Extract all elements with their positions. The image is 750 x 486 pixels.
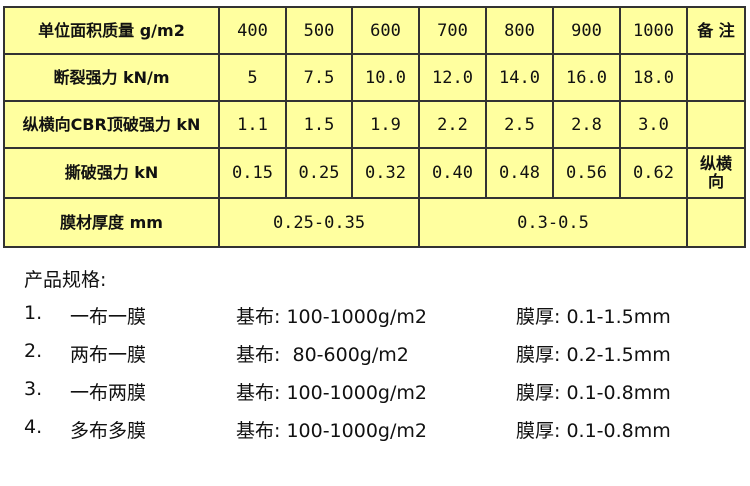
cell: 3.0: [619, 100, 688, 149]
cell: 0.15: [218, 147, 287, 199]
item-base: 基布: 80-600g/m2: [236, 344, 409, 366]
item-film: 膜厚: 0.1-1.5mm: [516, 306, 671, 328]
table-row: 断裂强力 kN/m 5 7.5 10.0 12.0 14.0 16.0 18.0: [3, 53, 746, 102]
row-label: 纵横向CBR顶破强力 kN: [3, 100, 220, 149]
spec-item: 4. 多布多膜 基布: 100-1000g/m2 膜厚: 0.1-0.8mm: [24, 416, 671, 454]
cell: 1.5: [285, 100, 353, 149]
item-film: 膜厚: 0.2-1.5mm: [516, 344, 671, 366]
item-film: 膜厚: 0.1-0.8mm: [516, 382, 671, 404]
header-cell: 400: [218, 6, 287, 55]
cell: 0.48: [485, 147, 554, 199]
cell: 7.5: [285, 53, 353, 102]
cell: 14.0: [485, 53, 554, 102]
cell: 0.25-0.35: [218, 197, 420, 248]
header-cell: 1000: [619, 6, 688, 55]
spec-item: 3. 一布两膜 基布: 100-1000g/m2 膜厚: 0.1-0.8mm: [24, 378, 671, 416]
cell: 0.62: [619, 147, 688, 199]
item-name: 多布多膜: [70, 420, 147, 442]
item-num: 1.: [24, 302, 43, 324]
row-label: 膜材厚度 mm: [3, 197, 220, 248]
table-header-row: 单位面积质量 g/m2 400 500 600 700 800 900 1000…: [3, 6, 746, 55]
header-cell: 600: [351, 6, 420, 55]
cell: 1.1: [218, 100, 287, 149]
note-cell: 纵横向: [686, 147, 746, 199]
header-note: 备 注: [686, 6, 746, 55]
item-num: 2.: [24, 340, 43, 362]
header-cell: 900: [552, 6, 621, 55]
item-base: 基布: 100-1000g/m2: [236, 306, 427, 328]
cell: 2.5: [485, 100, 554, 149]
header-cell: 700: [418, 6, 487, 55]
item-name: 一布一膜: [70, 306, 147, 328]
item-name: 两布一膜: [70, 344, 147, 366]
item-base: 基布: 100-1000g/m2: [236, 420, 427, 442]
cell: 5: [218, 53, 287, 102]
item-film: 膜厚: 0.1-0.8mm: [516, 420, 671, 442]
cell: 0.25: [285, 147, 353, 199]
product-specs: 产品规格: 1. 一布一膜 基布: 100-1000g/m2 膜厚: 0.1-1.5m…: [24, 265, 671, 454]
table-row: 撕破强力 kN 0.15 0.25 0.32 0.40 0.48 0.56 0.…: [3, 147, 746, 199]
table-row: 纵横向CBR顶破强力 kN 1.1 1.5 1.9 2.2 2.5 2.8 3.…: [3, 100, 746, 149]
spec-item: 2. 两布一膜 基布: 80-600g/m2 膜厚: 0.2-1.5mm: [24, 340, 671, 378]
cell: 2.8: [552, 100, 621, 149]
note-cell: [686, 53, 746, 102]
cell: 1.9: [351, 100, 420, 149]
cell: 12.0: [418, 53, 487, 102]
row-label: 断裂强力 kN/m: [3, 53, 220, 102]
spec-item: 1. 一布一膜 基布: 100-1000g/m2 膜厚: 0.1-1.5mm: [24, 302, 671, 340]
specs-title: 产品规格:: [24, 269, 107, 291]
header-cell: 800: [485, 6, 554, 55]
item-num: 4.: [24, 416, 43, 438]
cell: 16.0: [552, 53, 621, 102]
cell: 18.0: [619, 53, 688, 102]
item-name: 一布两膜: [70, 382, 147, 404]
row-label: 撕破强力 kN: [3, 147, 220, 199]
note-cell: [686, 100, 746, 149]
cell: 0.40: [418, 147, 487, 199]
header-label: 单位面积质量 g/m2: [3, 6, 220, 55]
spec-table: 单位面积质量 g/m2 400 500 600 700 800 900 1000…: [3, 6, 746, 248]
cell: 2.2: [418, 100, 487, 149]
cell: 0.56: [552, 147, 621, 199]
cell: 0.32: [351, 147, 420, 199]
cell: 0.3-0.5: [418, 197, 688, 248]
item-base: 基布: 100-1000g/m2: [236, 382, 427, 404]
table-row: 膜材厚度 mm 0.25-0.35 0.3-0.5: [3, 197, 746, 248]
note-cell: [686, 197, 746, 248]
cell: 10.0: [351, 53, 420, 102]
header-cell: 500: [285, 6, 353, 55]
item-num: 3.: [24, 378, 43, 400]
